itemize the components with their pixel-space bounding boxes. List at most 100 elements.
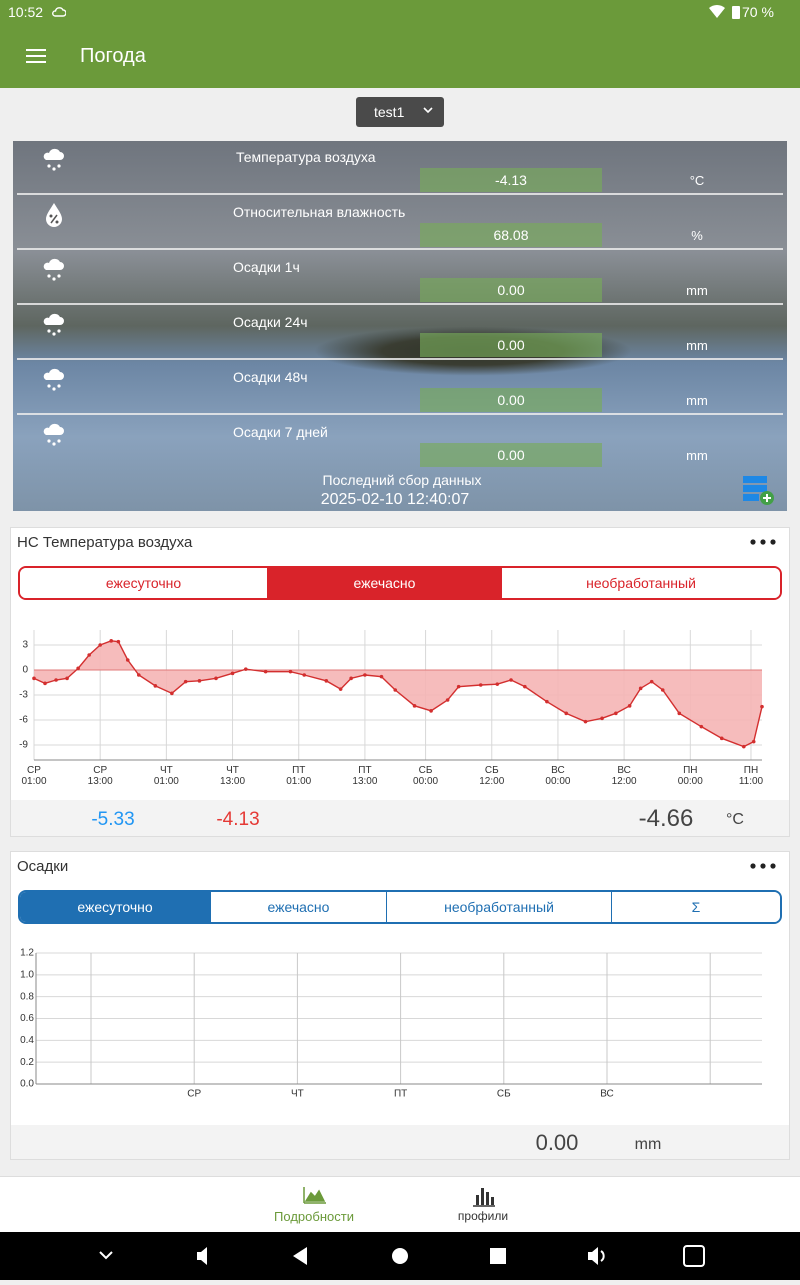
y-tick-label: -3 [19,690,28,701]
nav-label[interactable]: профили [457,1209,509,1223]
system-nav-icons [99,1245,705,1267]
x-tick-label: ПТ [394,1089,407,1100]
point [302,673,307,677]
y-tick-label: 0.0 [20,1079,34,1090]
x-tick-label: СР [187,1089,201,1100]
nav-label[interactable]: Подробности [274,1209,354,1224]
temperature-summary [11,800,789,836]
y-tick-label: 0.2 [20,1057,34,1068]
point [456,684,461,689]
point [379,674,384,679]
tab[interactable]: необработанный [501,568,780,598]
point [54,678,58,682]
reading-label: Осадки 48ч [233,369,308,385]
point [32,676,36,681]
tab[interactable]: ежесуточно [20,892,210,922]
y-tick-label: -6 [19,715,28,726]
point [87,653,91,657]
point [429,709,433,713]
y-tick-label: 1.0 [20,969,34,980]
point [649,679,654,684]
min-value: -5.33 [91,809,135,830]
row-separator [17,303,783,305]
reading-icon [43,313,64,336]
reading-unit: °C [689,173,705,188]
area [34,640,762,747]
current-value: 0.00 [535,1130,579,1155]
point [125,658,130,662]
point [742,744,746,749]
tab[interactable]: необработанный [386,892,611,922]
line [33,640,763,748]
point [98,643,102,647]
point [109,639,114,643]
x-tick-label: ВС 12:00 [611,765,637,787]
point [116,639,121,644]
x-tick-label: ПТ 01:00 [286,765,312,787]
x-tick-label: ЧТ 01:00 [153,765,179,787]
x-tick-label: ВС 00:00 [545,765,571,787]
point [660,688,665,692]
point [627,704,632,708]
point [564,711,569,716]
max-value: -4.13 [216,809,260,830]
point [183,679,188,684]
menu-button[interactable] [26,48,46,64]
point [263,669,268,674]
reading-value: 0.00 [420,388,602,412]
station-selector[interactable]: test1 [356,97,444,127]
cloud-icon [52,7,66,17]
current-unit: mm [634,1136,662,1153]
point [136,673,141,677]
point [170,691,174,696]
profiles-icon[interactable] [472,1185,496,1207]
wifi-battery-icons [709,4,740,19]
reading-label: Относительная влажность [233,204,406,220]
system-nav [0,1232,800,1280]
point [583,719,588,724]
y-tick-label: 3 [22,640,28,651]
last-collection-label: Последний сбор данных [322,472,482,488]
more-button[interactable] [749,862,779,870]
row-separator [17,413,783,415]
row-separator [17,358,783,360]
status-battery: 70 % [742,4,774,20]
bottom-nav [0,1176,800,1232]
reading-label: Осадки 24ч [233,314,308,330]
app-header [0,0,800,88]
details-icon[interactable] [303,1185,327,1205]
x-tick-label: ПН 11:00 [738,765,764,787]
reading-value: 0.00 [420,278,602,302]
station-name: test1 [374,104,405,120]
point [153,684,158,688]
current-unit: °C [726,811,744,828]
tab[interactable]: ежечасно [210,892,386,922]
reading-label: Температура воздуха [236,149,376,165]
x-tick-label: СР 01:00 [21,765,47,787]
reading-value: 68.08 [420,223,602,247]
x-tick-label: ПТ 13:00 [352,765,378,787]
x-tick-label: ПН 00:00 [677,765,703,787]
x-tick-label: ЧТ [291,1089,304,1100]
y-tick-label: 0.6 [20,1013,34,1024]
point [214,676,218,681]
tab[interactable]: ежечасно [267,568,501,598]
y-tick-label: 0.8 [20,991,34,1002]
point [243,667,248,671]
point [495,682,500,686]
temperature-tabs: ежесуточно ежечасно необработанный [18,566,782,600]
reading-unit: mm [686,283,708,298]
precipitation-summary [11,1125,789,1159]
tab[interactable]: ежесуточно [20,568,267,598]
point [338,687,343,691]
add-button[interactable] [743,476,775,506]
point [751,739,756,744]
point [43,681,47,686]
reading-icon [46,203,62,227]
point [509,678,513,682]
x-tick-label: СБ 00:00 [413,765,439,787]
card-title: Осадки [17,858,69,875]
more-button[interactable] [749,538,779,546]
tab[interactable]: Σ [611,892,780,922]
